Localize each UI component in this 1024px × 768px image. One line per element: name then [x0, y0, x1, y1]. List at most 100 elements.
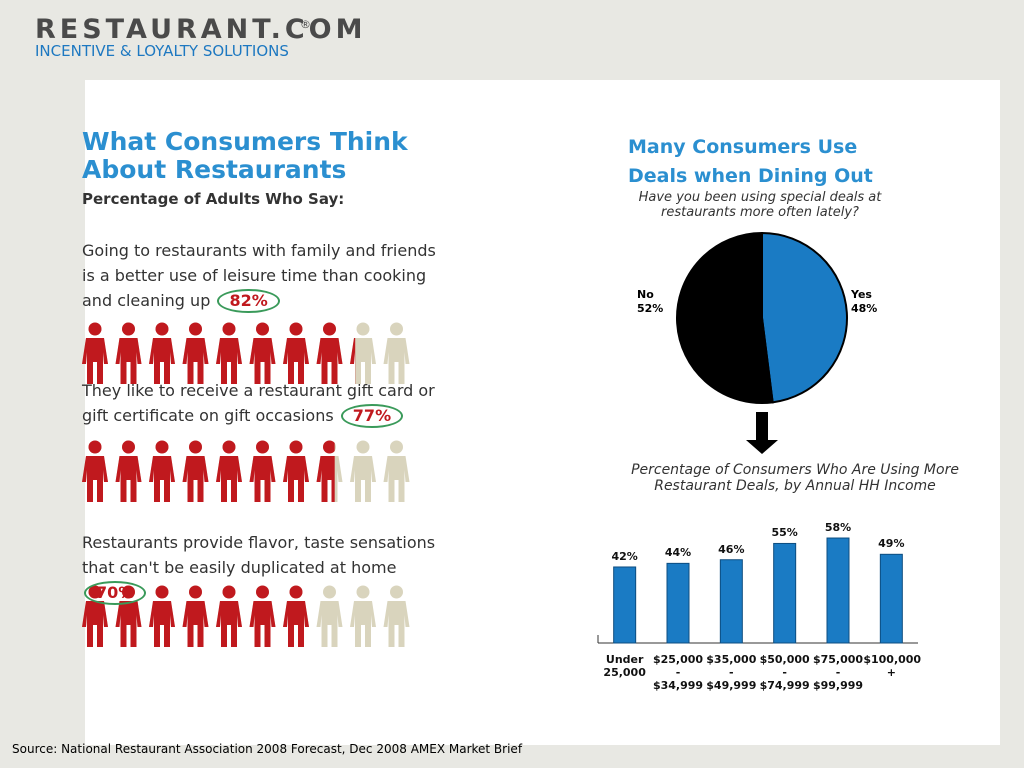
person-head: [256, 585, 269, 599]
person-head: [356, 585, 370, 599]
person-fill: [216, 322, 242, 384]
statement-percent: 77%: [340, 404, 404, 428]
person-head: [289, 585, 303, 599]
person-fill: [216, 440, 242, 502]
person-head: [155, 585, 169, 599]
infographic-subtitle: Percentage of Adults Who Say:: [82, 190, 345, 208]
person-icon: [149, 322, 175, 384]
person-body: [216, 338, 242, 384]
statement-percent: 70%: [84, 581, 147, 605]
person-fill: [283, 440, 309, 502]
person-body: [316, 456, 335, 502]
pie-category: Yes: [851, 288, 872, 301]
person-icon: [316, 322, 343, 384]
person-fill: [115, 322, 142, 384]
person-head: [390, 585, 403, 599]
person-head: [289, 440, 303, 454]
person-fill: [316, 440, 335, 502]
person-body: [115, 456, 142, 502]
registered-mark: ®: [300, 18, 311, 31]
infographic-title: What Consumers Think About Restaurants: [82, 127, 408, 184]
statement: They like to receive a restaurant gift c…: [82, 378, 442, 428]
person-body: [350, 338, 376, 384]
person-icon: [82, 440, 108, 502]
person-head: [88, 322, 102, 336]
person-fill: [115, 440, 142, 502]
person-head: [222, 322, 236, 336]
arrow: [746, 412, 778, 454]
person-body: [149, 601, 175, 647]
person-head: [88, 440, 102, 454]
person-head: [155, 440, 169, 454]
person-icon: [182, 585, 209, 647]
person-icon: [316, 585, 343, 647]
person-body: [383, 338, 410, 384]
person-body: [249, 456, 276, 502]
pie-subtitle: Have you been using special deals at res…: [638, 190, 882, 220]
person-icon: [350, 322, 376, 384]
person-icon: [283, 322, 309, 384]
person-body: [216, 601, 242, 647]
bar-title: Percentage of Consumers Who Are Using Mo…: [631, 462, 959, 494]
x-tick-label: $35,000 - $49,999: [706, 653, 757, 692]
person-head: [256, 322, 269, 336]
person-head: [222, 440, 236, 454]
bar: [879, 553, 903, 644]
bar-value-label: 42%: [611, 549, 638, 563]
person-fill: [249, 322, 276, 384]
x-tick-label: Under 25,000: [603, 653, 646, 679]
source: Source: National Restaurant Association …: [12, 742, 523, 756]
person-icon: [383, 322, 410, 384]
person-fill: [82, 440, 108, 502]
person-body: [283, 456, 309, 502]
person-head: [356, 322, 370, 336]
bar: [613, 566, 637, 644]
person-fill: [149, 440, 175, 502]
person-head: [155, 322, 169, 336]
person-fill: [249, 440, 276, 502]
person-fill: [283, 585, 309, 647]
pie-slice: [761, 231, 848, 404]
person-fill: [316, 322, 343, 384]
statement: Restaurants provide flavor, taste sensat…: [82, 530, 442, 605]
pie-title: Many Consumers Use Deals when Dining Out: [628, 136, 873, 187]
person-body: [383, 456, 410, 502]
person-body: [216, 456, 242, 502]
person-fill: [182, 322, 209, 384]
person-body: [149, 338, 175, 384]
person-base: [316, 585, 343, 647]
person-icon: [283, 440, 309, 502]
bar-value-label: 49%: [878, 537, 905, 551]
bar-value-label: 55%: [771, 526, 798, 540]
person-body: [182, 338, 209, 384]
bar: [773, 542, 797, 644]
person-base: [350, 440, 376, 502]
person-body: [149, 456, 175, 502]
person-head: [390, 440, 403, 454]
person-icon: [115, 322, 142, 384]
person-head: [289, 322, 303, 336]
person-body: [82, 338, 108, 384]
person-body: [316, 338, 343, 384]
person-head: [189, 585, 202, 599]
person-icon: [149, 585, 175, 647]
person-icon: [82, 322, 108, 384]
person-body: [316, 601, 343, 647]
person-icon: [249, 585, 276, 647]
person-base: [383, 585, 410, 647]
person-head: [122, 440, 135, 454]
person-fill: [149, 322, 175, 384]
person-icon: [182, 440, 209, 502]
person-head: [222, 585, 236, 599]
person-head: [122, 322, 135, 336]
person-head: [189, 322, 202, 336]
person-icon: [216, 585, 242, 647]
bar-value-label: 46%: [718, 542, 745, 556]
pie-category: No: [637, 288, 654, 301]
person-icon: [383, 585, 410, 647]
person-icon: [249, 322, 276, 384]
pie-value-label: 48%: [851, 302, 878, 315]
person-icon: [316, 440, 343, 502]
bar: [666, 562, 690, 644]
